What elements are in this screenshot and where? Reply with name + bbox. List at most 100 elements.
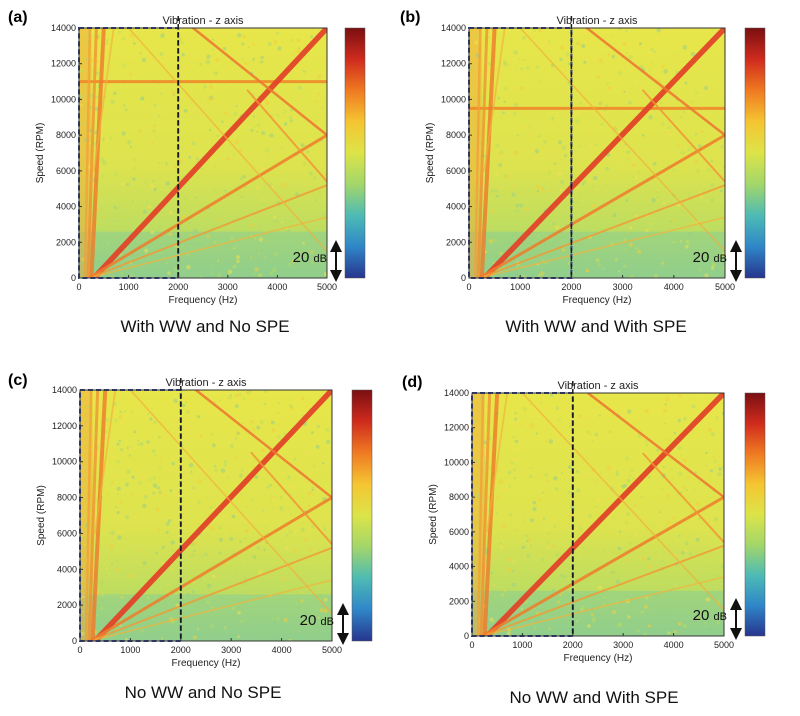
noise-speck <box>503 589 507 593</box>
noise-speck <box>522 47 524 50</box>
noise-speck <box>282 494 287 499</box>
noise-speck <box>238 392 242 397</box>
y-tick-label: 2000 <box>446 237 466 247</box>
noise-speck <box>577 553 581 556</box>
noise-speck <box>165 531 169 535</box>
order-line <box>88 216 327 278</box>
noise-speck <box>474 486 477 490</box>
noise-speck <box>624 456 630 461</box>
noise-speck <box>493 238 497 242</box>
noise-speck <box>158 225 162 228</box>
noise-speck <box>148 56 153 60</box>
noise-speck <box>218 218 223 222</box>
noise-speck <box>315 119 318 122</box>
noise-speck <box>185 592 190 597</box>
noise-speck <box>229 529 232 532</box>
noise-speck <box>630 468 635 473</box>
noise-speck <box>323 608 328 613</box>
noise-speck <box>275 616 280 621</box>
noise-speck <box>500 592 505 597</box>
noise-speck <box>710 183 715 188</box>
noise-speck <box>151 448 156 453</box>
noise-speck <box>304 37 308 40</box>
order-line <box>88 496 332 641</box>
noise-speck <box>181 197 185 201</box>
noise-speck <box>108 136 112 141</box>
noise-speck <box>158 476 161 478</box>
noise-speck <box>660 603 662 606</box>
noise-speck <box>494 172 499 177</box>
order-line <box>521 393 724 611</box>
noise-speck <box>208 128 212 132</box>
noise-speck <box>281 220 284 224</box>
noise-speck <box>659 101 662 104</box>
noise-speck <box>625 249 628 252</box>
noise-speck <box>539 187 544 192</box>
x-tick-label: 0 <box>466 282 471 292</box>
noise-speck <box>705 464 707 467</box>
noise-speck <box>186 265 191 270</box>
noise-speck <box>174 244 178 248</box>
noise-speck <box>152 476 157 480</box>
noise-speck <box>273 31 276 35</box>
noise-speck <box>217 259 220 262</box>
noise-speck <box>700 93 704 97</box>
noise-speck <box>119 448 124 452</box>
noise-speck <box>157 528 161 532</box>
noise-speck <box>171 568 174 571</box>
noise-speck <box>496 194 500 198</box>
noise-speck <box>167 535 169 538</box>
noise-speck <box>710 521 715 525</box>
y-tick-label: 8000 <box>56 130 76 140</box>
noise-speck <box>676 92 678 95</box>
noise-speck <box>150 140 154 144</box>
noise-speck <box>595 409 597 412</box>
noise-speck <box>165 261 169 265</box>
noise-speck <box>661 64 665 68</box>
noise-speck <box>143 274 146 277</box>
noise-speck <box>272 497 277 502</box>
noise-speck <box>289 493 293 496</box>
noise-speck <box>687 476 690 479</box>
noise-speck <box>159 252 162 255</box>
noise-speck <box>650 219 654 223</box>
low-freq-order-line <box>94 390 117 535</box>
order-line <box>642 452 724 544</box>
noise-speck <box>252 58 255 61</box>
noise-speck <box>161 118 164 121</box>
noise-speck <box>207 141 210 145</box>
noise-speck <box>157 435 161 439</box>
noise-speck <box>481 499 486 503</box>
noise-speck <box>250 420 254 424</box>
noise-speck <box>618 270 621 273</box>
noise-speck <box>557 234 560 236</box>
noise-speck <box>589 143 594 148</box>
noise-speck <box>317 616 320 619</box>
noise-speck <box>615 579 620 584</box>
noise-speck <box>564 520 568 523</box>
noise-speck <box>628 55 633 60</box>
noise-speck <box>114 506 117 508</box>
noise-speck <box>618 28 622 31</box>
noise-speck <box>155 583 159 587</box>
noise-speck <box>256 425 261 430</box>
noise-speck <box>275 431 279 434</box>
noise-speck <box>495 143 500 148</box>
noise-speck <box>625 520 629 525</box>
noise-speck <box>145 200 148 203</box>
noise-speck <box>529 427 532 430</box>
x-tick-label: 3000 <box>613 640 633 650</box>
noise-speck <box>269 133 274 138</box>
noise-speck <box>202 578 205 581</box>
db-range-label: 20 dB <box>693 607 727 624</box>
noise-speck <box>250 128 254 132</box>
noise-speck <box>588 514 592 518</box>
noise-speck <box>588 432 592 436</box>
noise-speck <box>549 507 552 510</box>
noise-speck <box>561 248 566 252</box>
noise-speck <box>142 503 147 508</box>
noise-speck <box>265 97 268 100</box>
noise-speck <box>667 631 671 635</box>
noise-speck <box>263 402 267 406</box>
noise-speck <box>180 94 185 99</box>
